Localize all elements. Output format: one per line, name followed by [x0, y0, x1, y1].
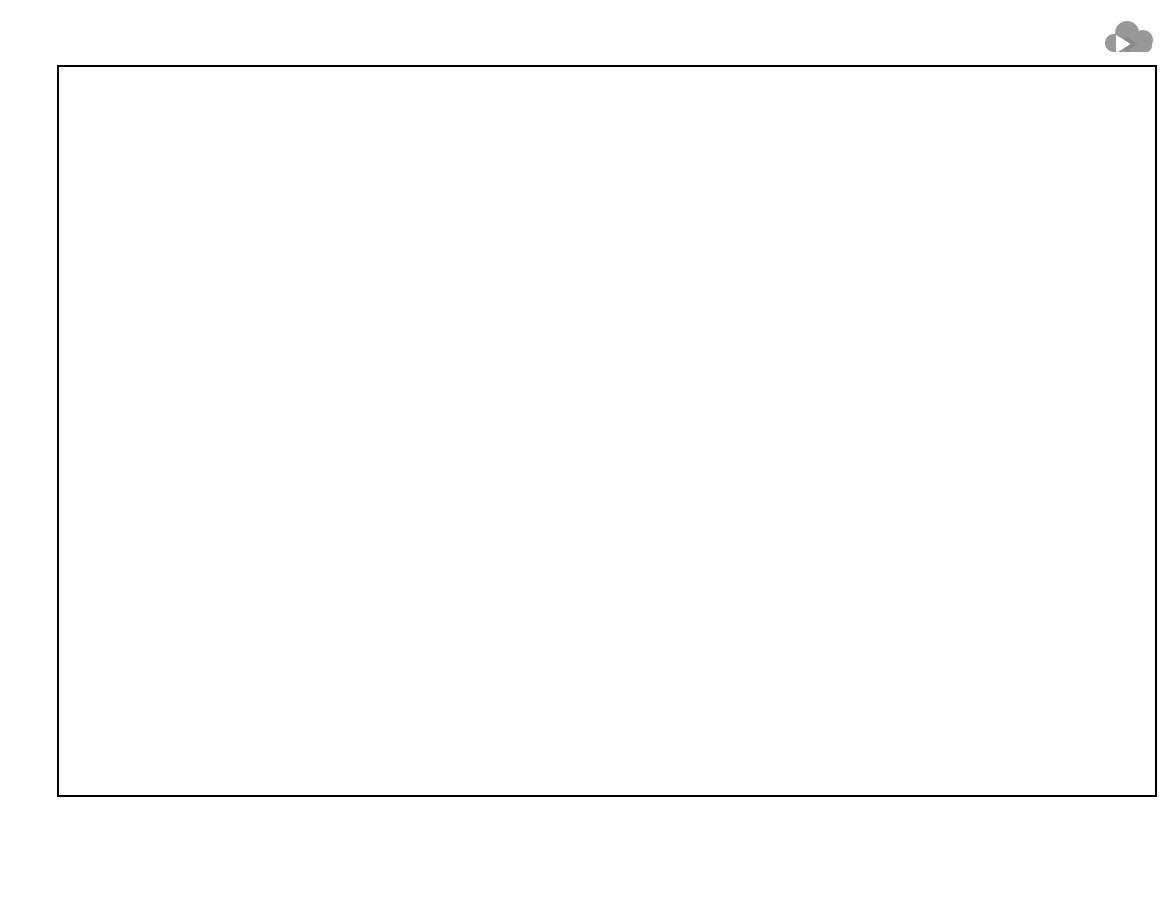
seevccc-cloud-icon [1101, 18, 1159, 63]
map-canvas [59, 67, 1155, 795]
forecast-times [57, 27, 103, 50]
seevccc-logo [1101, 18, 1159, 63]
colorbar [0, 838, 1165, 907]
map-frame [57, 65, 1157, 797]
